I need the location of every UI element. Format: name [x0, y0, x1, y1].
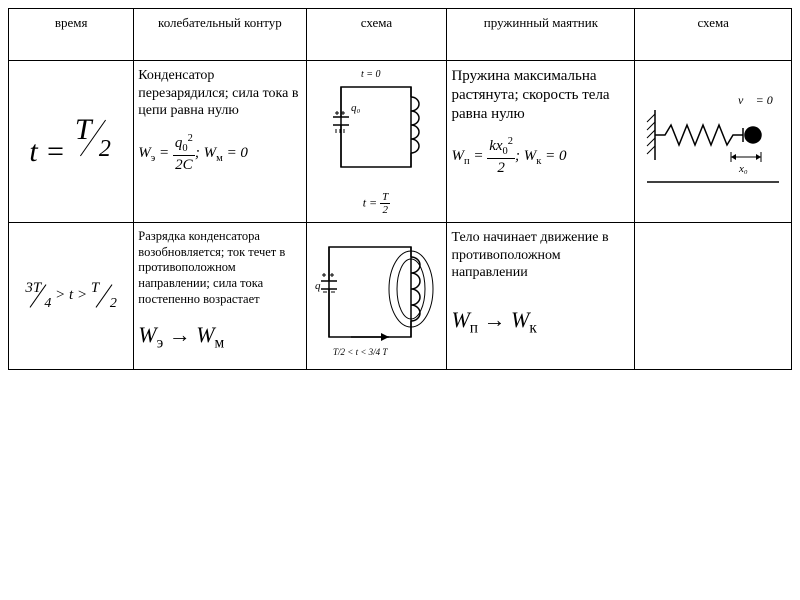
svg-text:x₀: x₀ — [738, 163, 748, 175]
r1-c4-text: Пружина максимальна растянута; скорость … — [451, 67, 630, 123]
col-time: время — [9, 9, 134, 61]
svg-text:T/2 < t < 3/4 T: T/2 < t < 3/4 T — [333, 347, 388, 357]
table-row: 3T 4 > t > T 2 Разрядка конденсатора воз… — [9, 223, 792, 370]
r2-c4-formula: Wп → Wк — [451, 306, 630, 338]
r2-c2-formula: Wэ → Wм — [138, 321, 301, 353]
r1-scheme-spring: v⃗ = 0 — [635, 61, 792, 223]
r1-scheme-circuit: t = 0 — [306, 61, 447, 223]
col-scheme-1: схема — [306, 9, 447, 61]
spring-mass-icon: v⃗ = 0 — [643, 90, 783, 190]
svg-text:v⃗ = 0: v⃗ = 0 — [738, 93, 773, 107]
r1-time: t = T 2 — [9, 61, 134, 223]
svg-text:q: q — [315, 280, 321, 292]
col-scheme-2: схема — [635, 9, 792, 61]
lc-circuit-flux-icon: q T/2 < t < 3/4 T — [311, 229, 441, 359]
col-spring: пружинный маятник — [447, 9, 635, 61]
r1-spring-desc: Пружина максимальна растянута; скорость … — [447, 61, 635, 223]
lc-circuit-icon: t = 0 — [321, 67, 431, 187]
r1-c4-formula: Wп = kx02 2 ; Wк = 0 — [451, 135, 630, 178]
r2-circuit-desc: Разрядка конденсатора возобновляется; то… — [134, 223, 306, 370]
col-circuit: колебательный контур — [134, 9, 306, 61]
svg-text:t = 0: t = 0 — [361, 69, 381, 80]
comparison-table: время колебательный контур схема пружинн… — [8, 8, 792, 370]
r2-spring-desc: Тело начинает движение в противоположном… — [447, 223, 635, 370]
svg-text:q₀: q₀ — [351, 102, 361, 114]
table-row: t = T 2 Конденсатор перезарядился; сила … — [9, 61, 792, 223]
r2-c2-text: Разрядка конденсатора возобновляется; то… — [138, 229, 301, 307]
r2-scheme-circuit: q T/2 < t < 3/4 T — [306, 223, 447, 370]
r1-c2-formula: Wэ = q02 2C ; Wм = 0 — [138, 132, 301, 175]
header-row: время колебательный контур схема пружинн… — [9, 9, 792, 61]
r2-time: 3T 4 > t > T 2 — [9, 223, 134, 370]
r1-c2-text: Конденсатор перезарядился; сила тока в ц… — [138, 67, 301, 120]
r2-scheme-spring — [635, 223, 792, 370]
r1-circuit-desc: Конденсатор перезарядился; сила тока в ц… — [134, 61, 306, 223]
r2-c4-text: Тело начинает движение в противоположном… — [451, 229, 630, 282]
